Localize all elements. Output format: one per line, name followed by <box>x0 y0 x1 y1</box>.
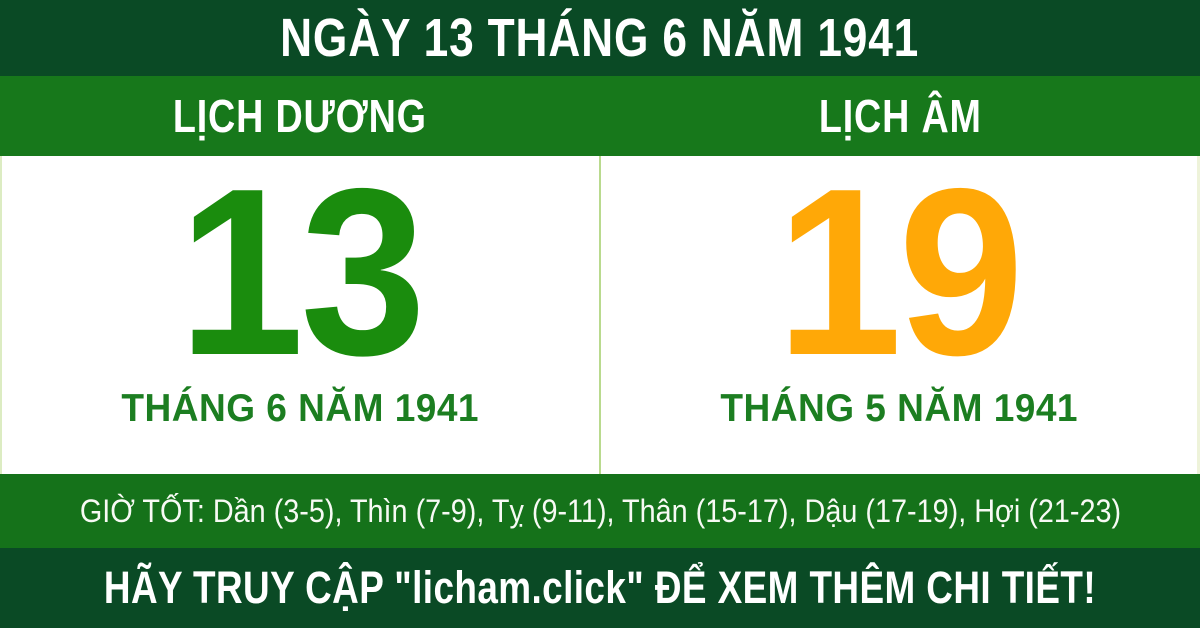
solar-panel: 13 THÁNG 6 NĂM 1941 <box>2 140 599 474</box>
solar-calendar-label: LỊCH DƯƠNG <box>173 90 427 142</box>
lunar-day-number: 19 <box>776 140 1025 405</box>
solar-calendar-header: LỊCH DƯƠNG <box>0 76 600 156</box>
solar-day-number: 13 <box>178 140 426 405</box>
footer-bar: HÃY TRUY CẬP "licham.click" ĐỂ XEM THÊM … <box>0 548 1200 628</box>
solar-month-year: THÁNG 6 NĂM 1941 <box>121 387 480 431</box>
lunar-calendar-label: LỊCH ÂM <box>818 90 982 142</box>
calendar-type-band: LỊCH DƯƠNG LỊCH ÂM <box>0 76 1200 156</box>
page-title: NGÀY 13 THÁNG 6 NĂM 1941 <box>280 8 920 68</box>
lunar-panel: 19 THÁNG 5 NĂM 1941 <box>601 140 1198 474</box>
lunar-calendar-header: LỊCH ÂM <box>600 76 1200 156</box>
good-hours-text: GIỜ TỐT: Dần (3-5), Thìn (7-9), Tỵ (9-11… <box>79 492 1121 529</box>
footer-cta: HÃY TRUY CẬP "licham.click" ĐỂ XEM THÊM … <box>103 562 1097 613</box>
header-bar: NGÀY 13 THÁNG 6 NĂM 1941 <box>0 0 1200 76</box>
vertical-divider <box>598 156 601 474</box>
calendar-panels: 13 THÁNG 6 NĂM 1941 19 THÁNG 5 NĂM 1941 <box>0 140 1200 474</box>
lunar-month-year: THÁNG 5 NĂM 1941 <box>719 387 1078 431</box>
good-hours-band: GIỜ TỐT: Dần (3-5), Thìn (7-9), Tỵ (9-11… <box>0 474 1200 548</box>
